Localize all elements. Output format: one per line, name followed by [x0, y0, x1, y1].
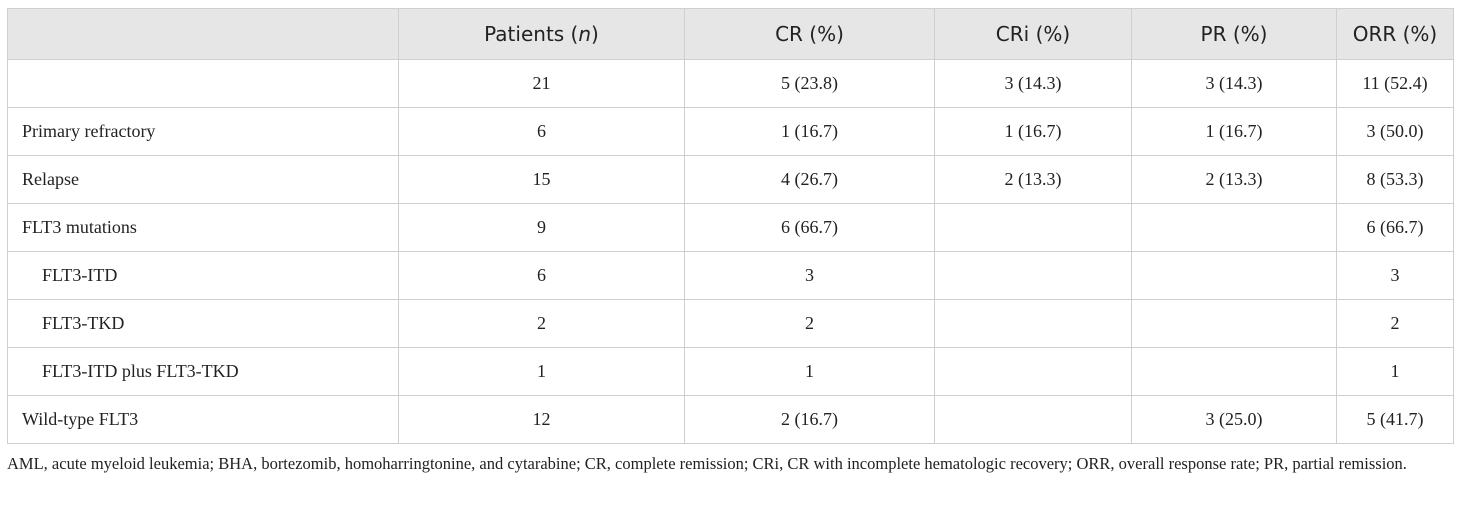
cell-cri: [934, 395, 1132, 444]
cell-pr: 1 (16.7): [1131, 107, 1337, 156]
table-row: 21 5 (23.8) 3 (14.3) 3 (14.3) 11 (52.4): [7, 59, 1454, 108]
header-patients-n: n: [578, 22, 592, 46]
row-label: [7, 59, 399, 108]
table-container: Patients (n) CR (%) CRi (%) PR (%) ORR (…: [7, 8, 1454, 444]
cell-orr: 5 (41.7): [1336, 395, 1454, 444]
header-patients-label: Patients (: [484, 22, 579, 46]
cell-patients: 9: [398, 203, 685, 252]
cell-orr: 11 (52.4): [1336, 59, 1454, 108]
cell-orr: 3: [1336, 251, 1454, 300]
table-row: FLT3 mutations 9 6 (66.7) 6 (66.7): [7, 203, 1454, 252]
header-orr: ORR (%): [1336, 8, 1454, 60]
table-row: FLT3-ITD plus FLT3-TKD 1 1 1: [7, 347, 1454, 396]
cell-patients: 15: [398, 155, 685, 204]
header-patients-close: ): [591, 22, 599, 46]
cell-cr: 4 (26.7): [684, 155, 935, 204]
header-category: [7, 8, 399, 60]
table-row: Wild-type FLT3 12 2 (16.7) 3 (25.0) 5 (4…: [7, 395, 1454, 444]
table-row: Primary refractory 6 1 (16.7) 1 (16.7) 1…: [7, 107, 1454, 156]
cell-cri: [934, 251, 1132, 300]
cell-patients: 21: [398, 59, 685, 108]
cell-pr: 2 (13.3): [1131, 155, 1337, 204]
header-row: Patients (n) CR (%) CRi (%) PR (%) ORR (…: [7, 8, 1454, 60]
cell-cri: 3 (14.3): [934, 59, 1132, 108]
cell-cri: [934, 203, 1132, 252]
row-label: Wild-type FLT3: [7, 395, 399, 444]
header-cr: CR (%): [684, 8, 935, 60]
cell-cr: 2: [684, 299, 935, 348]
row-label: Relapse: [7, 155, 399, 204]
cell-pr: 3 (25.0): [1131, 395, 1337, 444]
cell-pr: [1131, 347, 1337, 396]
header-cri: CRi (%): [934, 8, 1132, 60]
cell-pr: [1131, 299, 1337, 348]
cell-orr: 1: [1336, 347, 1454, 396]
row-label: FLT3-TKD: [7, 299, 399, 348]
cell-cri: [934, 347, 1132, 396]
cell-patients: 12: [398, 395, 685, 444]
cell-pr: [1131, 203, 1337, 252]
cell-patients: 6: [398, 107, 685, 156]
header-patients: Patients (n): [398, 8, 685, 60]
cell-cr: 6 (66.7): [684, 203, 935, 252]
table-row: FLT3-TKD 2 2 2: [7, 299, 1454, 348]
cell-cr: 3: [684, 251, 935, 300]
cell-pr: [1131, 251, 1337, 300]
row-label: Primary refractory: [7, 107, 399, 156]
cell-patients: 1: [398, 347, 685, 396]
header-pr: PR (%): [1131, 8, 1337, 60]
cell-cr: 2 (16.7): [684, 395, 935, 444]
cell-orr: 8 (53.3): [1336, 155, 1454, 204]
table-footnote: AML, acute myeloid leukemia; BHA, bortez…: [7, 454, 1407, 473]
row-label: FLT3-ITD: [7, 251, 399, 300]
cell-cri: 2 (13.3): [934, 155, 1132, 204]
row-label: FLT3 mutations: [7, 203, 399, 252]
cell-cri: 1 (16.7): [934, 107, 1132, 156]
table-row: FLT3-ITD 6 3 3: [7, 251, 1454, 300]
row-label: FLT3-ITD plus FLT3-TKD: [7, 347, 399, 396]
cell-cr: 5 (23.8): [684, 59, 935, 108]
cell-cr: 1 (16.7): [684, 107, 935, 156]
cell-cri: [934, 299, 1132, 348]
cell-cr: 1: [684, 347, 935, 396]
cell-patients: 2: [398, 299, 685, 348]
cell-orr: 6 (66.7): [1336, 203, 1454, 252]
response-table: Patients (n) CR (%) CRi (%) PR (%) ORR (…: [7, 8, 1454, 444]
cell-orr: 2: [1336, 299, 1454, 348]
cell-patients: 6: [398, 251, 685, 300]
cell-pr: 3 (14.3): [1131, 59, 1337, 108]
cell-orr: 3 (50.0): [1336, 107, 1454, 156]
table-row: Relapse 15 4 (26.7) 2 (13.3) 2 (13.3) 8 …: [7, 155, 1454, 204]
